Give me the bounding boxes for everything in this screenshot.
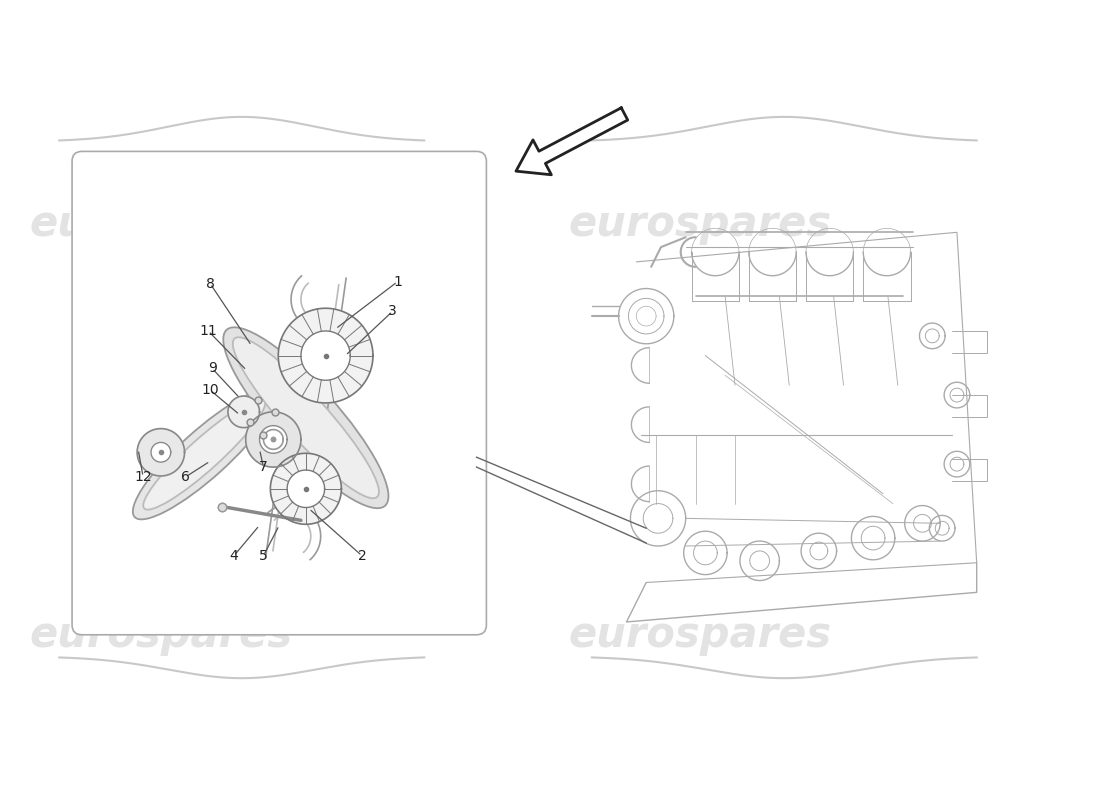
Polygon shape [271, 454, 341, 524]
Text: eurospares: eurospares [569, 203, 832, 246]
Polygon shape [228, 396, 260, 428]
Ellipse shape [133, 389, 276, 519]
Polygon shape [278, 308, 373, 403]
Text: eurospares: eurospares [569, 614, 832, 656]
Text: 1: 1 [393, 274, 403, 289]
Polygon shape [516, 108, 628, 174]
Polygon shape [245, 412, 301, 467]
Text: 5: 5 [260, 549, 267, 563]
Polygon shape [151, 442, 170, 462]
Ellipse shape [143, 399, 265, 510]
Polygon shape [264, 430, 283, 450]
Text: eurospares: eurospares [30, 614, 293, 656]
Text: 3: 3 [388, 304, 397, 318]
Ellipse shape [223, 327, 388, 508]
Polygon shape [138, 429, 185, 476]
Text: 12: 12 [134, 470, 152, 484]
Ellipse shape [233, 338, 380, 498]
Polygon shape [260, 426, 287, 454]
Text: 4: 4 [230, 549, 239, 563]
Polygon shape [287, 470, 324, 507]
Text: 7: 7 [260, 460, 267, 474]
Text: eurospares: eurospares [30, 203, 293, 246]
FancyBboxPatch shape [73, 151, 486, 634]
Text: 8: 8 [206, 277, 214, 290]
Text: 6: 6 [182, 470, 190, 484]
Text: 11: 11 [199, 324, 217, 338]
Text: 2: 2 [358, 549, 366, 563]
Polygon shape [301, 331, 350, 380]
Text: 9: 9 [208, 362, 217, 375]
Text: 10: 10 [201, 383, 219, 397]
